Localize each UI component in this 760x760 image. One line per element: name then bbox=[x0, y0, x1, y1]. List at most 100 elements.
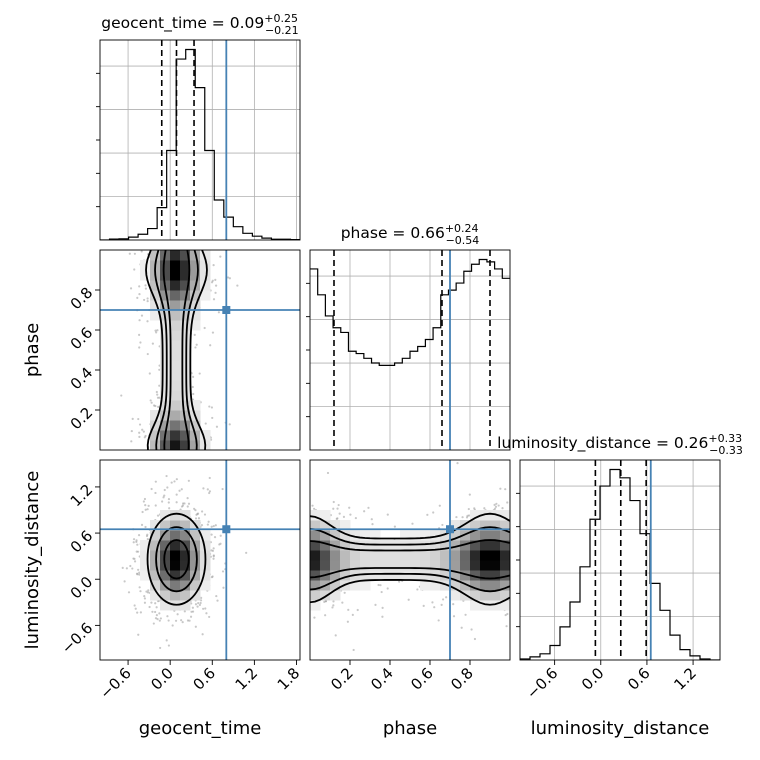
sample-point bbox=[190, 457, 192, 459]
sample-point bbox=[131, 417, 134, 421]
density-cell bbox=[500, 600, 510, 611]
sample-point bbox=[195, 513, 198, 516]
contour-line bbox=[310, 539, 510, 580]
title-plus: +0.24 bbox=[445, 222, 479, 235]
sample-point bbox=[171, 469, 173, 471]
sample-point bbox=[193, 333, 196, 337]
sample-point bbox=[211, 457, 213, 459]
density-cell bbox=[160, 290, 171, 301]
sample-point bbox=[132, 557, 135, 560]
sample-point bbox=[398, 580, 401, 583]
sample-point bbox=[461, 516, 464, 519]
sample-point bbox=[526, 562, 528, 564]
sample-point bbox=[199, 457, 201, 459]
density-cell bbox=[190, 310, 201, 321]
sample-point bbox=[158, 619, 161, 622]
title-main: geocent_time = 0.09 bbox=[101, 14, 264, 33]
sample-point bbox=[268, 553, 270, 555]
sample-point bbox=[138, 319, 141, 322]
sample-point bbox=[129, 564, 132, 568]
density-cell bbox=[490, 570, 501, 581]
sample-point bbox=[306, 574, 308, 576]
sample-point bbox=[542, 588, 544, 590]
sample-point bbox=[175, 245, 177, 247]
sample-point bbox=[179, 462, 181, 464]
sample-point bbox=[161, 484, 163, 486]
sample-point bbox=[371, 523, 374, 526]
density-cell bbox=[200, 250, 211, 261]
density-cell bbox=[310, 560, 321, 571]
sample-point bbox=[288, 545, 290, 547]
sample-point bbox=[158, 475, 160, 477]
sample-point bbox=[146, 352, 149, 356]
sample-point bbox=[230, 237, 232, 239]
sample-point bbox=[149, 399, 152, 402]
sample-point bbox=[197, 457, 199, 459]
density-cell bbox=[500, 560, 510, 571]
sample-point bbox=[165, 237, 167, 239]
sample-point bbox=[219, 542, 222, 545]
sample-point bbox=[511, 553, 513, 555]
sample-point bbox=[289, 585, 291, 587]
sample-point bbox=[150, 601, 153, 604]
sample-point bbox=[176, 613, 179, 616]
sample-point bbox=[212, 298, 216, 301]
sample-point bbox=[287, 554, 289, 556]
sample-point bbox=[183, 478, 185, 480]
sample-point bbox=[176, 490, 178, 492]
sample-point bbox=[511, 563, 513, 565]
sample-point bbox=[146, 508, 149, 511]
sample-point bbox=[139, 611, 142, 614]
density-cell bbox=[140, 560, 151, 571]
panel-title-geocent_time: geocent_time = 0.09+0.25 −0.21 bbox=[101, 12, 298, 37]
sample-point bbox=[516, 520, 518, 522]
density-cell bbox=[200, 280, 211, 291]
sample-point bbox=[495, 502, 498, 505]
density-cell bbox=[500, 550, 510, 561]
sample-point bbox=[159, 463, 161, 465]
sample-point bbox=[144, 508, 147, 511]
density-cell bbox=[340, 520, 351, 531]
histogram-step bbox=[310, 258, 510, 366]
density-cell bbox=[150, 280, 161, 291]
sample-point bbox=[175, 242, 177, 244]
sample-point bbox=[176, 241, 178, 243]
density-cell bbox=[500, 580, 510, 591]
x-tick-label-phase: 0.2 bbox=[327, 664, 357, 694]
density-cell bbox=[330, 520, 341, 531]
sample-point bbox=[134, 243, 136, 245]
density-cell bbox=[160, 520, 171, 531]
y-axis-label-luminosity_distance: luminosity_distance bbox=[22, 471, 43, 650]
density-cell bbox=[180, 290, 191, 301]
sample-point bbox=[167, 219, 169, 221]
sample-point bbox=[288, 557, 290, 559]
sample-point bbox=[195, 475, 197, 477]
density-cell bbox=[150, 580, 161, 591]
sample-point bbox=[165, 639, 168, 642]
density-cell bbox=[480, 540, 491, 551]
sample-point bbox=[185, 476, 187, 478]
sample-point bbox=[194, 603, 198, 606]
density-cell bbox=[340, 540, 351, 551]
density-cell bbox=[420, 550, 431, 561]
sample-point bbox=[212, 555, 215, 558]
density-cell bbox=[170, 290, 181, 301]
x-axis-label-luminosity_distance: luminosity_distance bbox=[531, 718, 710, 739]
density-cell bbox=[170, 420, 181, 431]
sample-point bbox=[265, 578, 267, 580]
sample-point bbox=[211, 416, 214, 420]
sample-point bbox=[568, 590, 570, 592]
sample-point bbox=[533, 550, 535, 552]
sample-point bbox=[177, 486, 179, 488]
density-cell bbox=[480, 560, 491, 571]
sample-point bbox=[144, 525, 147, 529]
sample-point bbox=[200, 596, 203, 599]
sample-point bbox=[146, 300, 149, 303]
sample-point bbox=[158, 457, 160, 459]
density-cell bbox=[170, 590, 181, 601]
contour-line bbox=[162, 250, 191, 450]
sample-point bbox=[175, 488, 177, 490]
density-cell bbox=[500, 570, 510, 581]
sample-point bbox=[191, 385, 194, 389]
density-cell bbox=[370, 560, 381, 571]
